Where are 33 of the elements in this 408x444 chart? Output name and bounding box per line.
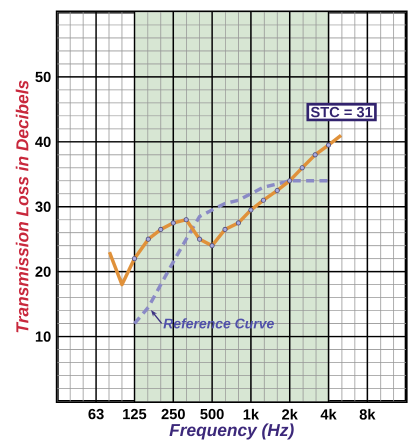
x-tick-label: 1k xyxy=(243,408,259,420)
x-tick-label: 250 xyxy=(161,408,185,420)
x-tick-label: 500 xyxy=(200,408,224,420)
y-tick-label: 30 xyxy=(35,202,50,212)
annotation: STC = 31 xyxy=(310,106,372,118)
point xyxy=(146,236,151,242)
point xyxy=(132,256,137,262)
point xyxy=(260,198,266,203)
y-axis-title: Transmission Loss in Decibels xyxy=(16,80,28,332)
y-tick-label: 40 xyxy=(34,136,50,148)
x-axis-title: Frequency (Hz) xyxy=(169,423,294,440)
point xyxy=(326,142,331,148)
x-tick-label: 2k xyxy=(282,408,298,420)
point xyxy=(274,188,280,194)
point xyxy=(286,178,292,184)
line-series xyxy=(107,134,343,286)
point xyxy=(196,236,202,242)
x-tick-label: 63 xyxy=(88,408,104,420)
point xyxy=(209,243,214,248)
point xyxy=(170,220,176,226)
point xyxy=(222,226,228,232)
x-tick-label: 8k xyxy=(359,408,376,420)
point xyxy=(312,152,318,158)
y-tick-label: 20 xyxy=(35,266,50,277)
x-tick-label: 4k xyxy=(320,408,336,420)
point xyxy=(299,165,304,170)
y-tick-label: 50 xyxy=(35,72,50,82)
y-tick-label: 10 xyxy=(36,331,50,342)
point xyxy=(248,207,254,213)
point xyxy=(158,226,164,232)
point xyxy=(236,220,241,226)
x-tick-label: 125 xyxy=(122,408,146,420)
point xyxy=(183,217,188,222)
